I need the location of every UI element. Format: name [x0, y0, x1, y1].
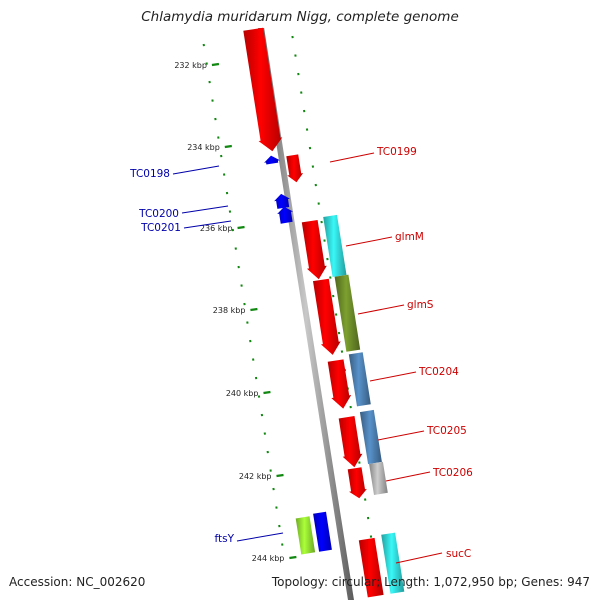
gene-tc0198-label: TC0198	[129, 168, 170, 180]
cog-block-tc0205	[359, 409, 382, 465]
scale-major-tick	[250, 307, 258, 312]
gene-forward-arrow	[243, 27, 283, 152]
gene-tc0205-arrow	[338, 416, 363, 468]
genome-title: Chlamydia muridarum Nigg, complete genom…	[141, 9, 459, 25]
gene-glmm-leader	[345, 236, 393, 247]
scale-major-tick	[224, 144, 232, 149]
gene-glms-leader	[357, 304, 405, 315]
gene-tc0205-leader	[377, 430, 425, 441]
gene-tc0206-arrow	[347, 467, 367, 499]
scale-label: 240 kbp	[226, 389, 259, 398]
gene-glms-label: glmS	[407, 299, 434, 311]
scale-major-tick	[263, 390, 271, 395]
gene-succ-leader	[395, 552, 443, 564]
scale-major-tick	[289, 555, 297, 560]
gene-tc0204-label: TC0204	[418, 366, 459, 378]
gene-ftsy-leader	[236, 532, 284, 542]
scale-label: 232 kbp	[174, 61, 207, 70]
scale-major-tick	[237, 225, 245, 230]
gene-tc0199-label: TC0199	[376, 146, 417, 158]
scale-label: 234 kbp	[187, 143, 220, 152]
gene-tc0199-leader	[329, 152, 375, 163]
cog-block-glms	[334, 274, 361, 352]
backbone-line	[258, 28, 354, 600]
topology-label: Topology: circular; Length: 1,072,950 bp…	[271, 575, 590, 589]
gene-tc0206-label: TC0206	[432, 467, 473, 479]
scale-major-tick	[211, 62, 220, 67]
cog-block-tc0204	[348, 352, 371, 407]
gene-tc0198-leader	[172, 165, 220, 175]
gene-glms-arrow	[313, 278, 341, 355]
gene-tc0204-leader	[369, 371, 417, 382]
gene-tc0205-label: TC0205	[426, 425, 467, 437]
gene-tc0201-arrow	[277, 206, 293, 224]
gene-tc0199-arrow	[286, 154, 304, 183]
gene-tc0201-leader	[183, 220, 232, 229]
scale-major-tick	[276, 473, 284, 478]
scale-label: 244 kbp	[252, 554, 285, 563]
gene-tc0204-arrow	[327, 359, 352, 409]
cog-block-ftsy	[295, 516, 316, 555]
scale-label: 236 kbp	[200, 224, 233, 233]
gene-succ-arrow	[358, 537, 384, 598]
cog-block-glmm	[323, 214, 347, 277]
accession-label: Accession: NC_002620	[9, 575, 146, 589]
scale-label: 242 kbp	[239, 472, 272, 481]
gene-tc0200-label: TC0200	[138, 208, 179, 220]
scale-label: 238 kbp	[213, 306, 246, 315]
gene-tc0206-leader	[385, 471, 431, 482]
gene-glmm-label: glmM	[395, 231, 424, 243]
gene-ftsy-label: ftsY	[214, 533, 234, 545]
gene-ftsy-arrow	[313, 511, 332, 552]
gene-tc0198-arrow	[264, 155, 280, 165]
cog-block-succ	[381, 532, 405, 594]
cog-block-tc0206	[369, 461, 388, 495]
gene-tc0200-leader	[181, 205, 229, 214]
gene-tc0201-label: TC0201	[140, 222, 181, 234]
gene-tc0200-arrow	[274, 193, 290, 209]
gene-glmm-arrow	[301, 220, 327, 280]
gene-succ-label: sucC	[446, 548, 471, 560]
